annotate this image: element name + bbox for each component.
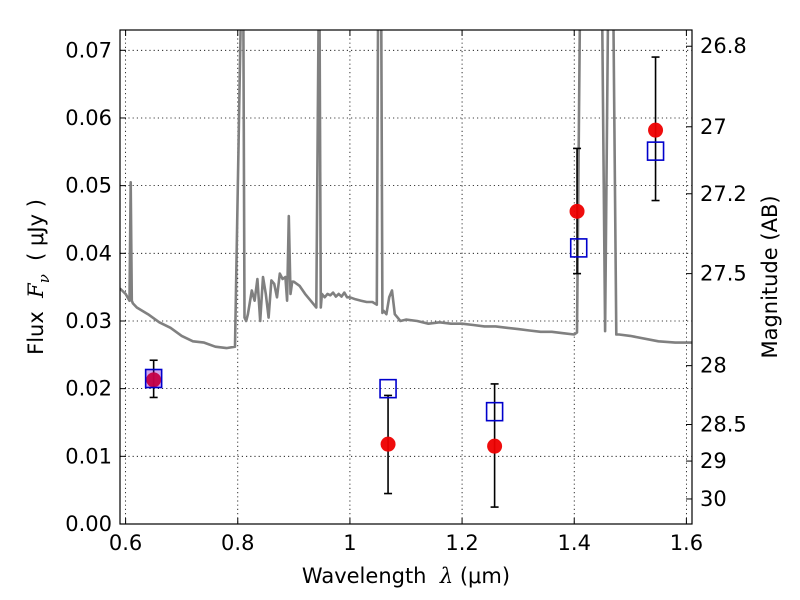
model-point — [144, 368, 163, 389]
y2-tick-label: 28 — [700, 354, 727, 378]
y2-tick-label: 27.5 — [700, 262, 747, 286]
y-tick-label: 0.04 — [65, 241, 112, 265]
model-point — [646, 141, 665, 161]
x-axis-label: Wavelength λ (μm) — [302, 564, 510, 588]
x-tick-label: 1.2 — [445, 531, 478, 555]
y2-tick-label: 28.5 — [700, 413, 747, 437]
y-axis-label: Flux Fν ( μJy ) — [24, 199, 53, 355]
observed-point — [569, 203, 585, 219]
x-tick-label: 0.8 — [221, 531, 254, 555]
x-tick-label: 1 — [343, 531, 356, 555]
model-point — [569, 238, 588, 258]
y-tick-label: 0.06 — [65, 106, 112, 130]
y2-tick-label: 30 — [700, 487, 727, 511]
plot-frame — [119, 29, 693, 525]
y-tick-label: 0.03 — [65, 309, 112, 333]
y-tick-label: 0.01 — [65, 444, 112, 468]
x-tick-label: 1.6 — [670, 531, 703, 555]
model-point — [379, 378, 397, 399]
y-axis-label-sub: ν — [35, 274, 53, 283]
error-bars — [149, 56, 660, 508]
model-sed-layer — [120, 30, 692, 350]
x-axis-label-prefix: Wavelength — [302, 564, 440, 588]
y-tick-label: 0.02 — [65, 377, 112, 401]
y2-tick-label: 29 — [700, 449, 727, 473]
y2-tick-label: 26.8 — [700, 34, 747, 58]
y2-tick-label: 27 — [700, 115, 727, 139]
model-points — [144, 141, 665, 422]
y-axis-label-symbol: F — [24, 282, 48, 299]
observed-points — [146, 122, 664, 454]
y-axis-label-prefix: Flux — [24, 298, 48, 355]
model-point — [485, 401, 504, 422]
y2-axis-label: Magnitude (AB) — [758, 195, 782, 358]
y-tick-label: 0.07 — [65, 38, 112, 62]
x-tick-label: 1.4 — [558, 531, 591, 555]
observed-point — [380, 436, 396, 452]
y2-tick-label: 27.2 — [700, 182, 747, 206]
y-axis-label-suffix: ( μJy ) — [24, 199, 48, 274]
x-axis-label-suffix: (μm) — [453, 564, 510, 588]
ticks: 0.6 0.8 1 1.2 1.4 1.6 0.00 0.01 0.02 0.03 0.04 0.05… — [65, 30, 747, 555]
y-tick-label: 0.00 — [65, 512, 112, 536]
grid — [120, 30, 692, 524]
observed-point — [648, 122, 664, 138]
y-tick-label: 0.05 — [65, 174, 112, 198]
x-tick-label: 0.6 — [109, 531, 142, 555]
x-axis-label-symbol: λ — [439, 564, 453, 588]
model-sed-line — [120, 30, 692, 350]
observed-point — [487, 438, 503, 454]
observed-point — [146, 372, 162, 388]
